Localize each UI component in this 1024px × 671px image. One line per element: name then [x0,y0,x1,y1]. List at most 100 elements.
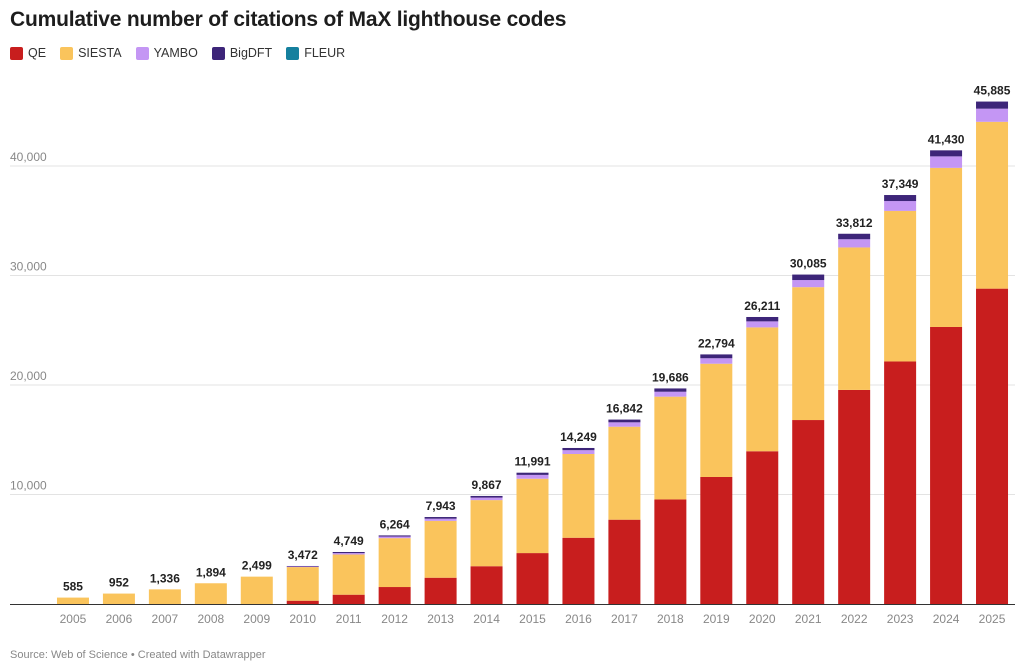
bar-segment-qe [884,361,917,604]
legend-label-fleur: FLEUR [304,46,346,60]
bar-total-label: 9,867 [472,478,502,492]
x-tick-label: 2006 [106,612,133,626]
bar-segment-siesta [424,520,457,578]
chart-title: Cumulative number of citations of MaX li… [10,8,567,31]
bar-total-label: 14,249 [560,430,597,444]
bar-segment-qe [838,389,871,604]
bar-total-label: 1,336 [150,571,180,585]
legend-label-bigdft: BigDFT [229,46,273,60]
legend-item-bigdft: BigDFT [211,46,273,60]
bar-segment-yambo [424,518,457,521]
bar-segment-yambo [976,108,1009,122]
bar-total-label: 4,749 [334,534,364,548]
bar-segment-qe [608,519,641,604]
bar-segment-siesta [240,576,273,604]
bar-total-label: 16,842 [606,402,643,416]
bar-segment-siesta [332,554,365,595]
legend-swatch-siesta [60,46,74,60]
x-tick-label: 2011 [336,612,362,626]
legend-item-yambo: YAMBO [135,46,198,60]
y-tick-label: 30,000 [10,260,47,274]
x-tick-label: 2023 [887,612,914,626]
bar-total-label: 6,264 [380,517,410,531]
bar-segment-yambo [378,536,411,539]
bar-total-label: 2,499 [242,559,272,573]
bar-segment-yambo [654,391,687,397]
bar-segment-bigdft [608,419,641,423]
x-tick-label: 2009 [243,612,270,626]
bar-segment-qe [700,476,733,604]
bar-segment-bigdft [976,101,1009,109]
bar-segment-siesta [286,567,319,601]
bar-segment-bigdft [562,447,595,451]
bar-total-label: 45,885 [974,84,1011,98]
bar-segment-siesta [148,589,181,604]
bar-segment-qe [516,553,549,604]
bar-total-label: 33,812 [836,216,873,230]
bar-segment-bigdft [516,472,549,475]
legend-label-siesta: SIESTA [78,46,122,60]
bar-segment-bigdft [884,195,917,202]
legend-item-qe: QE [10,46,46,60]
bar-segment-siesta [56,597,89,604]
bar-total-label: 30,085 [790,257,827,271]
bar-segment-qe [792,420,825,604]
bar-segment-qe [470,566,503,604]
bar-segment-siesta [884,210,917,362]
bar-total-label: 1,894 [196,565,226,579]
bar-segment-yambo [286,566,319,568]
x-tick-label: 2025 [979,612,1006,626]
bar-segment-bigdft [838,233,871,240]
bar-segment-qe [286,600,319,604]
x-tick-label: 2013 [427,612,454,626]
bar-total-label: 19,686 [652,370,689,384]
bar-segment-yambo [470,497,503,501]
legend-item-siesta: SIESTA [60,46,122,60]
y-tick-label: 10,000 [10,479,47,493]
bar-total-label: 11,991 [514,455,550,469]
legend-label-qe: QE [28,46,47,60]
bar-total-label: 585 [63,580,83,594]
x-tick-label: 2007 [152,612,179,626]
legend: QE SIESTA YAMBO BigDFT FLEUR [10,46,345,60]
x-tick-label: 2016 [565,612,592,626]
bar-segment-yambo [884,201,917,211]
bar-segment-qe [378,587,411,604]
bar-segment-yambo [792,280,825,288]
x-tick-label: 2019 [703,612,730,626]
bar-segment-qe [930,326,963,604]
bar-segment-yambo [930,156,963,168]
x-tick-label: 2014 [473,612,500,626]
bar-segment-bigdft [792,274,825,281]
x-tick-label: 2012 [381,612,408,626]
bar-segment-qe [654,499,687,604]
bar-segment-yambo [746,321,779,328]
bar-segment-qe [562,537,595,604]
bar-segment-siesta [194,583,227,604]
bar-segment-yambo [608,422,641,427]
y-tick-label: 20,000 [10,369,47,383]
bar-segment-siesta [700,363,733,477]
bar-segment-siesta [378,538,411,588]
x-tick-label: 2008 [197,612,224,626]
x-tick-label: 2017 [611,612,638,626]
x-tick-label: 2021 [795,612,822,626]
bar-segment-yambo [562,450,595,454]
bar-segment-siesta [792,287,825,421]
x-tick-label: 2005 [60,612,87,626]
legend-item-fleur: FLEUR [286,46,345,60]
bar-total-label: 952 [109,576,129,590]
bar-segment-bigdft [470,495,503,498]
x-tick-label: 2020 [749,612,776,626]
bar-total-label: 22,794 [698,336,735,350]
bar-segment-siesta [746,327,779,452]
bar-segment-siesta [562,453,595,538]
bar-segment-bigdft [286,565,319,567]
bar-total-label: 7,943 [426,499,456,513]
bar-segment-bigdft [700,354,733,359]
legend-swatch-fleur [286,46,300,60]
bar-segment-bigdft [654,388,687,392]
bar-segment-yambo [700,358,733,364]
bar-segment-siesta [976,121,1009,289]
bar-segment-siesta [654,396,687,500]
